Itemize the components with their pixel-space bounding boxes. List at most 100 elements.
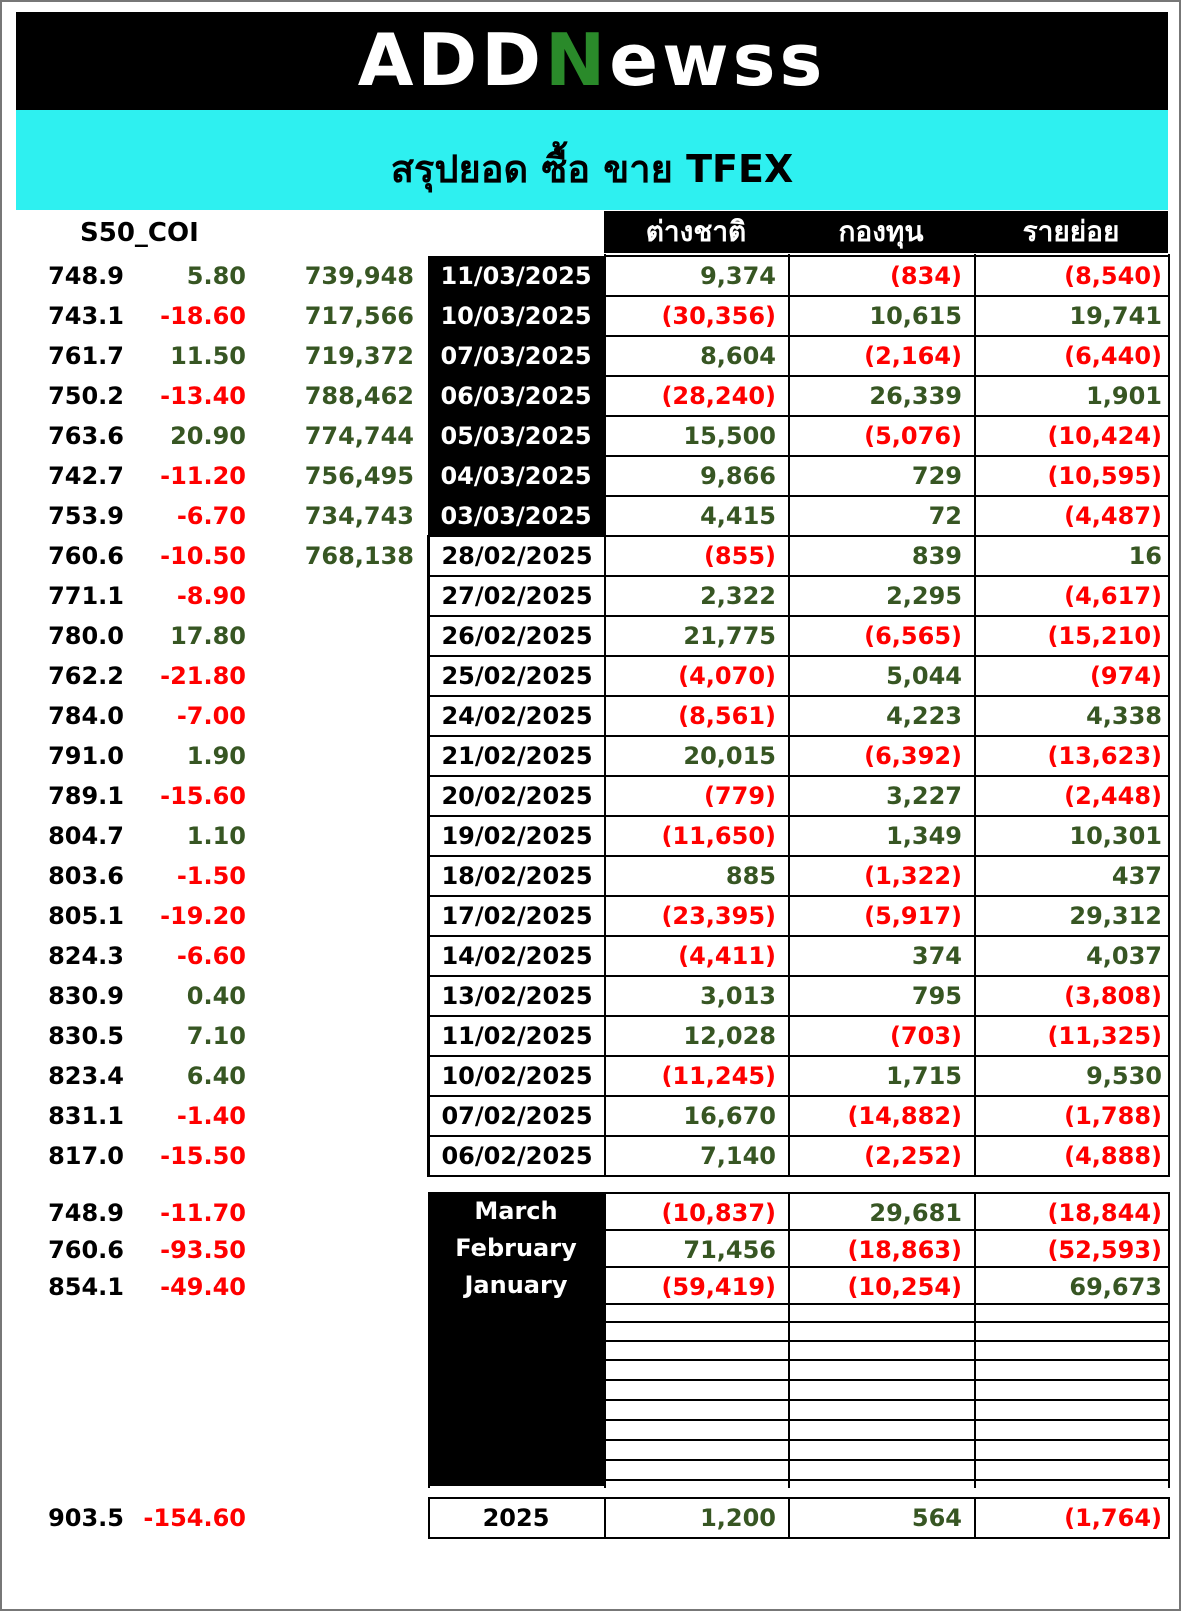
retail-value: 29,312 xyxy=(1069,902,1162,930)
fund-value: (1,322) xyxy=(864,862,962,890)
index-value: 789.1 xyxy=(48,782,124,810)
retail-value: (13,623) xyxy=(1047,742,1162,770)
foreign-value: (59,419) xyxy=(661,1273,776,1301)
index-value: 763.6 xyxy=(48,422,124,450)
fund-value: (5,917) xyxy=(864,902,962,930)
grid-line xyxy=(604,335,1170,337)
index-value: 748.9 xyxy=(48,262,124,290)
grid-line xyxy=(1168,1497,1170,1539)
change-value: -49.40 xyxy=(160,1273,246,1301)
grid-line xyxy=(604,1266,1170,1268)
column-header-retail: รายย่อย xyxy=(974,211,1168,253)
index-value: 771.1 xyxy=(48,582,124,610)
grid-line xyxy=(604,495,1170,497)
foreign-value: (855) xyxy=(703,542,776,570)
foreign-value: (4,411) xyxy=(678,942,776,970)
change-value: -7.00 xyxy=(176,702,246,730)
index-value: 748.9 xyxy=(48,1199,124,1227)
grid-line xyxy=(604,695,1170,697)
fund-value: (6,565) xyxy=(864,622,962,650)
grid-line xyxy=(604,1192,606,1488)
foreign-value: (30,356) xyxy=(661,302,776,330)
grid-line xyxy=(428,1175,604,1177)
index-value: 805.1 xyxy=(48,902,124,930)
retail-value: 10,301 xyxy=(1069,822,1162,850)
page-title: สรุปยอด ซื้อ ขาย TFEX xyxy=(390,147,794,191)
foreign-value: (28,240) xyxy=(661,382,776,410)
fund-value: 729 xyxy=(911,462,962,490)
grid-line xyxy=(604,1379,1170,1381)
retail-value: (2,448) xyxy=(1064,782,1162,810)
foreign-value: 3,013 xyxy=(700,982,776,1010)
change-value: 1.10 xyxy=(186,822,246,850)
fund-value: (834) xyxy=(889,262,962,290)
grid-line xyxy=(604,415,1170,417)
fund-value: (18,863) xyxy=(847,1236,962,1264)
grid-line xyxy=(604,1479,1170,1481)
grid-line xyxy=(428,615,604,617)
change-value: -93.50 xyxy=(160,1236,246,1264)
change-value: 7.10 xyxy=(186,1022,246,1050)
foreign-value: 2,322 xyxy=(700,582,776,610)
retail-value: (11,325) xyxy=(1047,1022,1162,1050)
foreign-value: 71,456 xyxy=(683,1236,776,1264)
year-label: 2025 xyxy=(482,1504,550,1532)
grid-line xyxy=(427,535,429,1177)
grid-line xyxy=(604,1175,1170,1177)
retail-value: (1,788) xyxy=(1064,1102,1162,1130)
index-value: 780.0 xyxy=(48,622,124,650)
index-value: 803.6 xyxy=(48,862,124,890)
index-value: 854.1 xyxy=(48,1273,124,1301)
change-value: -6.60 xyxy=(176,942,246,970)
date-cell: 11/02/2025 xyxy=(428,1016,604,1056)
grid-line xyxy=(604,254,606,1176)
index-value: 753.9 xyxy=(48,502,124,530)
grid-line xyxy=(604,1135,1170,1137)
volume-value: 734,743 xyxy=(304,502,414,530)
fund-value: 10,615 xyxy=(869,302,962,330)
date-cell: 18/02/2025 xyxy=(428,856,604,896)
date-cell: 24/02/2025 xyxy=(428,696,604,736)
index-value: 831.1 xyxy=(48,1102,124,1130)
foreign-value: 12,028 xyxy=(683,1022,776,1050)
grid-line xyxy=(604,1321,1170,1323)
change-value: -1.50 xyxy=(176,862,246,890)
date-cell: 03/03/2025 xyxy=(428,496,604,536)
date-cell: 05/03/2025 xyxy=(428,416,604,456)
grid-line xyxy=(428,575,604,577)
change-value: 5.80 xyxy=(186,262,246,290)
retail-value: (3,808) xyxy=(1064,982,1162,1010)
grid-line xyxy=(604,1340,1170,1342)
grid-line xyxy=(428,935,604,937)
retail-value: 69,673 xyxy=(1069,1273,1162,1301)
foreign-value: (11,245) xyxy=(661,1062,776,1090)
retail-value: (8,540) xyxy=(1064,262,1162,290)
grid-line xyxy=(604,375,1170,377)
grid-line xyxy=(604,1015,1170,1017)
date-cell: 21/02/2025 xyxy=(428,736,604,776)
grid-line xyxy=(974,1497,976,1539)
date-cell: 14/02/2025 xyxy=(428,936,604,976)
grid-line xyxy=(428,975,604,977)
retail-value: (52,593) xyxy=(1047,1236,1162,1264)
foreign-value: 9,374 xyxy=(700,262,776,290)
fund-value: 29,681 xyxy=(869,1199,962,1227)
change-value: -13.40 xyxy=(160,382,246,410)
grid-line xyxy=(788,254,790,1176)
retail-value: 437 xyxy=(1111,862,1162,890)
date-cell: 04/03/2025 xyxy=(428,456,604,496)
fund-value: 26,339 xyxy=(869,382,962,410)
date-cell: 19/02/2025 xyxy=(428,816,604,856)
date-cell: 25/02/2025 xyxy=(428,656,604,696)
index-value: 804.7 xyxy=(48,822,124,850)
grid-line xyxy=(604,1497,606,1539)
foreign-value: (11,650) xyxy=(661,822,776,850)
retail-value: 19,741 xyxy=(1069,302,1162,330)
date-cell: 11/03/2025 xyxy=(428,256,604,296)
retail-value: (15,210) xyxy=(1047,622,1162,650)
index-value: 762.2 xyxy=(48,662,124,690)
foreign-value: 9,866 xyxy=(700,462,776,490)
date-cell: 27/02/2025 xyxy=(428,576,604,616)
fund-value: 3,227 xyxy=(886,782,962,810)
grid-line xyxy=(974,254,976,1176)
